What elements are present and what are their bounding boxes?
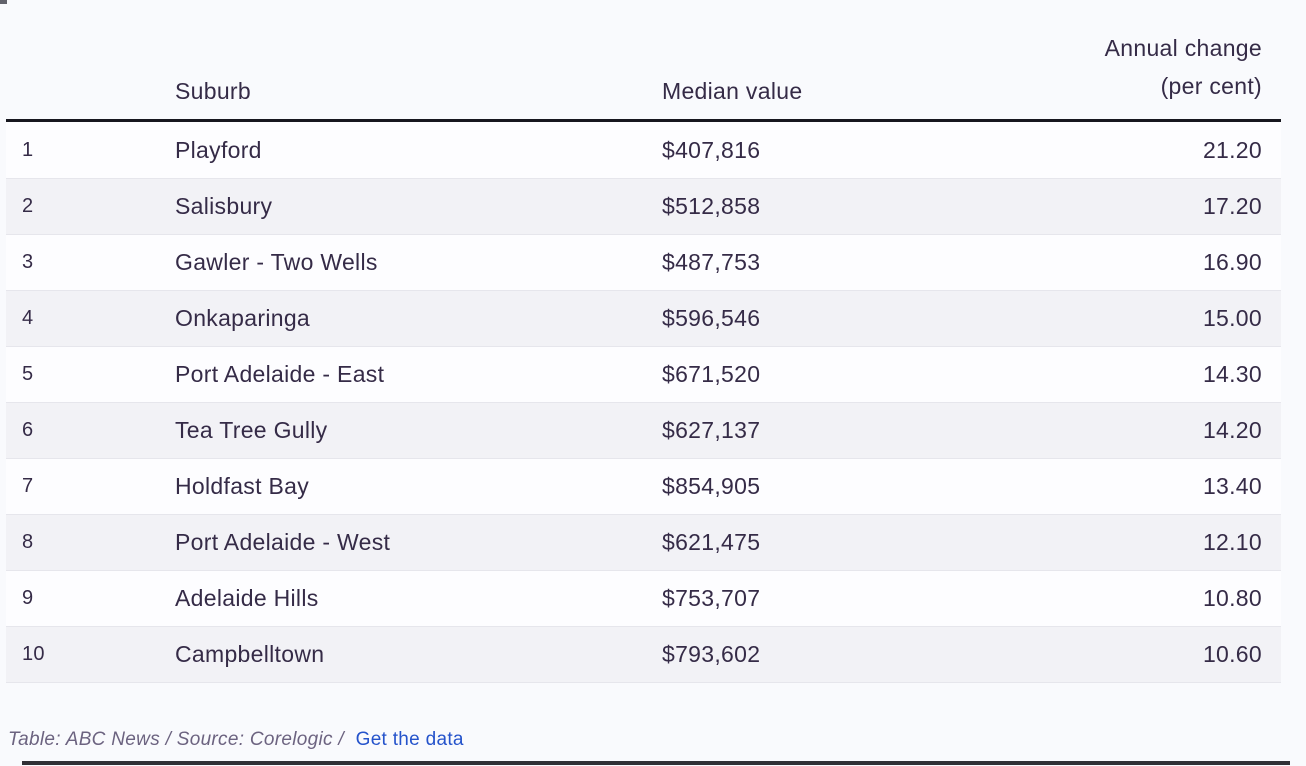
table-credit: Table: ABC News / Source: Corelogic / Ge… [8,729,1306,751]
rank-cell: 5 [22,363,34,385]
median-value-column-header: Median value [662,78,803,104]
suburb-cell: Port Adelaide - West [175,529,391,555]
rank-cell: 2 [22,195,34,217]
median-value-cell: $407,816 [662,136,761,163]
annual-change-cell: 12.10 [1202,529,1262,555]
median-value-cell: $596,546 [662,305,761,331]
rank-cell: 6 [22,419,34,441]
annual-change-cell: 21.20 [1202,136,1262,163]
annual-change-cell: 13.40 [1202,473,1262,499]
credit-text: Table: ABC News / Source: Corelogic / [8,729,345,750]
rank-cell: 1 [22,138,34,161]
table-row: 2 Salisbury $512,858 17.20 [6,178,1281,234]
median-value-cell: $487,753 [662,249,761,275]
rank-cell: 8 [22,531,34,553]
rank-cell: 9 [22,587,34,609]
annual-change-cell: 16.90 [1202,249,1262,275]
table-body: 1 Playford $407,816 21.20 2 Salisbury $5… [6,122,1281,683]
median-value-cell: $512,858 [662,193,761,219]
median-value-cell: $854,905 [662,473,761,499]
rank-cell: 3 [22,251,34,273]
suburb-column-header: Suburb [175,78,251,104]
annual-change-cell: 14.30 [1202,361,1262,387]
suburb-cell: Port Adelaide - East [175,361,385,387]
table-row: 7 Holdfast Bay $854,905 13.40 [6,458,1281,514]
suburb-cell: Gawler - Two Wells [175,249,378,275]
table-row: 1 Playford $407,816 21.20 [6,122,1281,178]
median-value-cell: $627,137 [662,417,761,443]
annual-change-cell: 15.00 [1202,305,1262,331]
suburb-cell: Campbelltown [175,641,325,667]
annual-change-header-line2: (per cent) [1160,73,1262,99]
get-the-data-link[interactable]: Get the data [355,729,464,750]
table-row: 3 Gawler - Two Wells $487,753 16.90 [6,234,1281,290]
annual-change-cell: 14.20 [1202,417,1262,443]
median-value-cell: $671,520 [662,361,761,387]
annual-change-cell: 17.20 [1202,193,1262,219]
median-value-cell: $793,602 [662,641,761,667]
rank-cell: 7 [22,475,34,497]
table-row: 4 Onkaparinga $596,546 15.00 [6,290,1281,346]
table-row: 6 Tea Tree Gully $627,137 14.20 [6,402,1281,458]
table-row: 9 Adelaide Hills $753,707 10.80 [6,570,1281,626]
median-value-cell: $753,707 [662,585,761,611]
annual-change-header-line1: Annual change [1104,35,1262,61]
rank-cell: 10 [22,643,45,665]
annual-change-cell: 10.80 [1202,585,1262,611]
annual-change-cell: 10.60 [1202,641,1262,667]
bottom-rule [22,761,1290,765]
suburb-cell: Playford [175,136,262,163]
median-value-cell: $621,475 [662,529,761,555]
rank-cell: 4 [22,307,34,329]
annual-change-column-header: Annual change (per cent) [1042,29,1281,105]
corner-artifact [0,0,7,4]
suburb-cell: Tea Tree Gully [175,417,328,443]
table-row: 5 Port Adelaide - East $671,520 14.30 [6,346,1281,402]
suburb-cell: Holdfast Bay [175,473,309,499]
suburb-cell: Adelaide Hills [175,585,319,611]
suburbs-table: Suburb Median value Annual change (per c… [6,0,1281,683]
suburb-cell: Salisbury [175,193,273,219]
table-row: 8 Port Adelaide - West $621,475 12.10 [6,514,1281,570]
suburb-cell: Onkaparinga [175,305,310,331]
table-row: 10 Campbelltown $793,602 10.60 [6,626,1281,682]
table-header-row: Suburb Median value Annual change (per c… [6,0,1281,122]
